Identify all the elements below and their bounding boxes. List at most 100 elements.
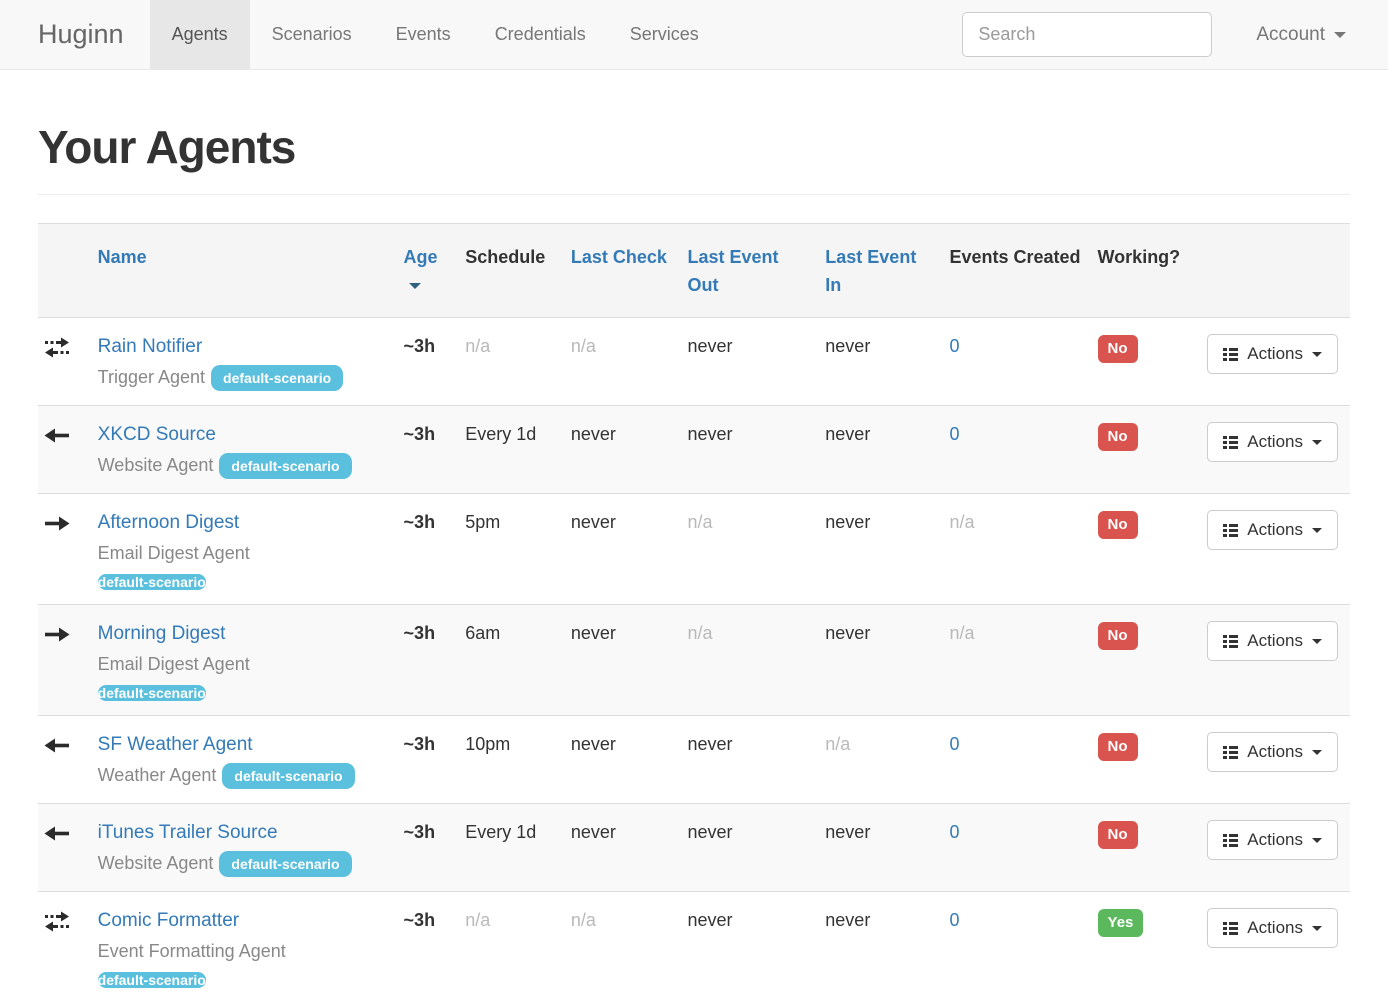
title-divider bbox=[38, 194, 1350, 195]
chevron-down-icon bbox=[1312, 439, 1322, 445]
agent-type: Website Agent bbox=[97, 853, 214, 873]
actions-dropdown-button[interactable]: Actions bbox=[1207, 621, 1338, 661]
icon-column-header bbox=[38, 224, 90, 318]
table-row: Rain Notifier Trigger Agent default-scena… bbox=[38, 317, 1350, 406]
table-row: Morning Digest Email Digest Agent default… bbox=[38, 604, 1350, 716]
actions-dropdown-button[interactable]: Actions bbox=[1207, 422, 1338, 462]
scenario-badge[interactable]: default-scenario bbox=[222, 763, 355, 789]
last-check-cell: never bbox=[570, 623, 616, 643]
chevron-down-icon bbox=[1312, 749, 1322, 755]
sort-desc-icon bbox=[408, 283, 421, 290]
actions-column-header bbox=[1199, 224, 1350, 318]
agent-type: Email Digest Agent bbox=[97, 654, 250, 674]
events-created-header: Events Created bbox=[949, 247, 1081, 267]
last-event-in-cell: never bbox=[825, 512, 871, 532]
nav-item-agents[interactable]: Agents bbox=[149, 0, 250, 69]
last-check-cell: n/a bbox=[570, 336, 596, 356]
last-event-in-cell: n/a bbox=[825, 734, 851, 754]
transfer-icon bbox=[44, 337, 82, 358]
table-row: iTunes Trailer Source Website Agent defau… bbox=[38, 803, 1350, 892]
list-icon bbox=[1223, 523, 1239, 537]
events-created-link[interactable]: 0 bbox=[949, 424, 960, 444]
page-title: Your Agents bbox=[38, 121, 296, 173]
last-event-out-cell: never bbox=[687, 734, 733, 754]
table-row: Comic Formatter Event Formatting Agent de… bbox=[38, 891, 1350, 1003]
working-badge: No bbox=[1097, 423, 1138, 451]
agent-name-link[interactable]: SF Weather Agent bbox=[97, 734, 253, 755]
events-created-link[interactable]: 0 bbox=[949, 822, 960, 842]
nav-item-events[interactable]: Events bbox=[395, 24, 451, 44]
arrow-left-icon bbox=[44, 425, 82, 446]
chevron-down-icon bbox=[1312, 527, 1322, 533]
working-badge: No bbox=[1097, 335, 1138, 363]
account-label: Account bbox=[1256, 23, 1325, 45]
table-row: XKCD Source Website Agent default-scenari… bbox=[38, 405, 1350, 494]
sort-by-last-event-out[interactable]: Last Event Out bbox=[687, 247, 779, 295]
brand-logo[interactable]: Huginn bbox=[38, 19, 124, 49]
actions-dropdown-button[interactable]: Actions bbox=[1207, 334, 1338, 374]
last-event-in-cell: never bbox=[825, 822, 871, 842]
sort-by-age[interactable]: Age bbox=[403, 247, 438, 267]
events-created-link[interactable]: 0 bbox=[949, 336, 960, 356]
actions-dropdown-button[interactable]: Actions bbox=[1207, 510, 1338, 550]
last-event-in-cell: never bbox=[825, 623, 871, 643]
age-cell: ~3h bbox=[403, 734, 436, 754]
schedule-cell: Every 1d bbox=[465, 822, 537, 842]
agent-name-link[interactable]: Afternoon Digest bbox=[97, 512, 240, 533]
navbar-right: Account bbox=[962, 0, 1388, 69]
actions-dropdown-button[interactable]: Actions bbox=[1207, 820, 1338, 860]
scenario-badge[interactable]: default-scenario bbox=[219, 453, 352, 479]
actions-dropdown-button[interactable]: Actions bbox=[1207, 908, 1338, 948]
sort-by-name[interactable]: Name bbox=[97, 247, 147, 267]
transfer-icon bbox=[44, 911, 82, 932]
last-check-cell: never bbox=[570, 424, 616, 444]
arrow-right-icon bbox=[44, 624, 82, 645]
arrow-left-icon bbox=[44, 823, 82, 844]
working-badge: No bbox=[1097, 622, 1138, 650]
working-badge: Yes bbox=[1097, 909, 1144, 937]
schedule-cell: n/a bbox=[465, 336, 491, 356]
agent-name-link[interactable]: XKCD Source bbox=[97, 424, 216, 445]
nav-item-scenarios[interactable]: Scenarios bbox=[271, 24, 352, 44]
account-menu[interactable]: Account bbox=[1256, 24, 1346, 46]
nav-item-services[interactable]: Services bbox=[629, 24, 699, 44]
actions-label: Actions bbox=[1247, 918, 1303, 937]
list-icon bbox=[1223, 833, 1239, 847]
scenario-badge[interactable]: default-scenario bbox=[97, 574, 206, 590]
nav-item-credentials[interactable]: Credentials bbox=[494, 24, 586, 44]
agent-name-link[interactable]: Rain Notifier bbox=[97, 336, 203, 357]
agents-table: Name Age Schedule Last Check Last Event … bbox=[38, 223, 1350, 1002]
chevron-down-icon bbox=[1312, 925, 1322, 931]
sort-by-last-check[interactable]: Last Check bbox=[570, 247, 667, 267]
scenario-badge[interactable]: default-scenario bbox=[211, 365, 344, 391]
working-header: Working? bbox=[1097, 247, 1181, 267]
scenario-badge[interactable]: default-scenario bbox=[97, 972, 206, 988]
actions-dropdown-button[interactable]: Actions bbox=[1207, 732, 1338, 772]
age-cell: ~3h bbox=[403, 822, 436, 842]
last-event-in-cell: never bbox=[825, 336, 871, 356]
events-created-link[interactable]: 0 bbox=[949, 734, 960, 754]
search-input[interactable] bbox=[962, 12, 1213, 57]
agent-name-link[interactable]: iTunes Trailer Source bbox=[97, 822, 278, 843]
sort-by-last-event-in[interactable]: Last Event In bbox=[825, 247, 917, 295]
age-cell: ~3h bbox=[403, 623, 436, 643]
table-header: Name Age Schedule Last Check Last Event … bbox=[38, 223, 1350, 318]
chevron-down-icon bbox=[1312, 837, 1322, 843]
scenario-badge[interactable]: default-scenario bbox=[219, 851, 352, 877]
last-event-in-cell: never bbox=[825, 910, 871, 930]
agent-name-link[interactable]: Comic Formatter bbox=[97, 910, 240, 931]
agent-type: Event Formatting Agent bbox=[97, 941, 286, 961]
last-event-in-cell: never bbox=[825, 424, 871, 444]
agent-name-link[interactable]: Morning Digest bbox=[97, 623, 226, 644]
working-badge: No bbox=[1097, 733, 1138, 761]
age-cell: ~3h bbox=[403, 512, 436, 532]
scenario-badge[interactable]: default-scenario bbox=[97, 685, 206, 701]
agent-type: Weather Agent bbox=[97, 765, 217, 785]
last-event-out-cell: never bbox=[687, 424, 733, 444]
schedule-header: Schedule bbox=[465, 247, 546, 267]
last-check-cell: never bbox=[570, 734, 616, 754]
last-event-out-cell: never bbox=[687, 910, 733, 930]
arrow-right-icon bbox=[44, 513, 82, 534]
events-created-link[interactable]: 0 bbox=[949, 910, 960, 930]
last-event-out-cell: never bbox=[687, 822, 733, 842]
